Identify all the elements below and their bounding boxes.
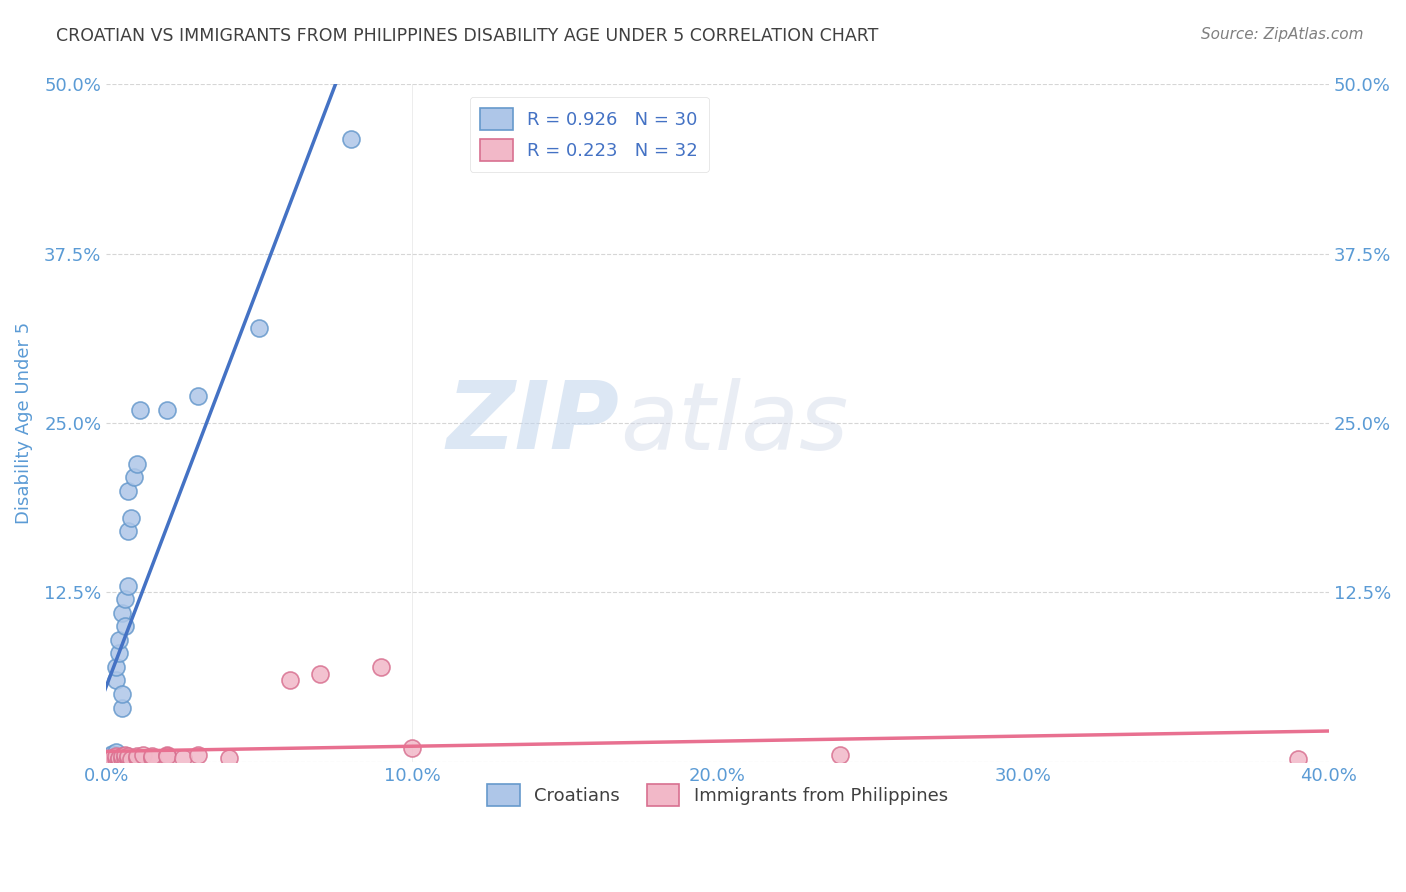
Point: [107, 750, 129, 764]
Point: [101, 750, 124, 764]
Point: [111, 606, 134, 620]
Point: [125, 457, 148, 471]
Point: [111, 749, 134, 764]
Point: [107, 647, 129, 661]
Point: [101, 753, 124, 767]
Point: [114, 747, 136, 762]
Point: [129, 402, 152, 417]
Point: [101, 749, 124, 764]
Text: Source: ZipAtlas.com: Source: ZipAtlas.com: [1201, 27, 1364, 42]
Point: [98, 752, 121, 766]
Point: [104, 752, 127, 766]
Point: [101, 747, 124, 761]
Point: [107, 752, 129, 766]
Text: atlas: atlas: [620, 377, 848, 468]
Point: [107, 632, 129, 647]
Legend: Croatians, Immigrants from Philippines: Croatians, Immigrants from Philippines: [479, 777, 955, 814]
Point: [111, 700, 134, 714]
Point: [114, 592, 136, 607]
Point: [96, 755, 118, 769]
Text: ZIP: ZIP: [447, 377, 620, 469]
Point: [187, 389, 209, 403]
Text: CROATIAN VS IMMIGRANTS FROM PHILIPPINES DISABILITY AGE UNDER 5 CORRELATION CHART: CROATIAN VS IMMIGRANTS FROM PHILIPPINES …: [56, 27, 879, 45]
Point: [218, 750, 240, 764]
Point: [104, 673, 127, 688]
Point: [370, 660, 392, 674]
Point: [117, 483, 139, 498]
Point: [104, 745, 127, 759]
Point: [101, 747, 124, 762]
Point: [340, 131, 363, 145]
Point: [111, 752, 134, 766]
Point: [401, 741, 423, 756]
Point: [117, 579, 139, 593]
Point: [104, 747, 127, 762]
Point: [104, 749, 127, 764]
Point: [114, 619, 136, 633]
Y-axis label: Disability Age Under 5: Disability Age Under 5: [15, 322, 32, 524]
Point: [98, 750, 121, 764]
Point: [156, 402, 179, 417]
Point: [132, 747, 155, 762]
Point: [117, 524, 139, 539]
Point: [120, 752, 142, 766]
Point: [156, 749, 179, 764]
Point: [125, 750, 148, 764]
Point: [96, 755, 118, 769]
Point: [278, 673, 301, 688]
Point: [101, 750, 124, 764]
Point: [111, 687, 134, 701]
Point: [117, 750, 139, 764]
Point: [172, 750, 194, 764]
Point: [98, 753, 121, 767]
Point: [122, 470, 145, 484]
Point: [187, 747, 209, 762]
Point: [98, 753, 121, 767]
Point: [114, 750, 136, 764]
Point: [125, 749, 148, 764]
Point: [1286, 752, 1309, 766]
Point: [141, 749, 163, 764]
Point: [120, 511, 142, 525]
Point: [156, 747, 179, 762]
Point: [104, 660, 127, 674]
Point: [309, 666, 332, 681]
Point: [141, 750, 163, 764]
Point: [117, 749, 139, 764]
Point: [98, 752, 121, 766]
Point: [247, 321, 270, 335]
Point: [828, 747, 851, 762]
